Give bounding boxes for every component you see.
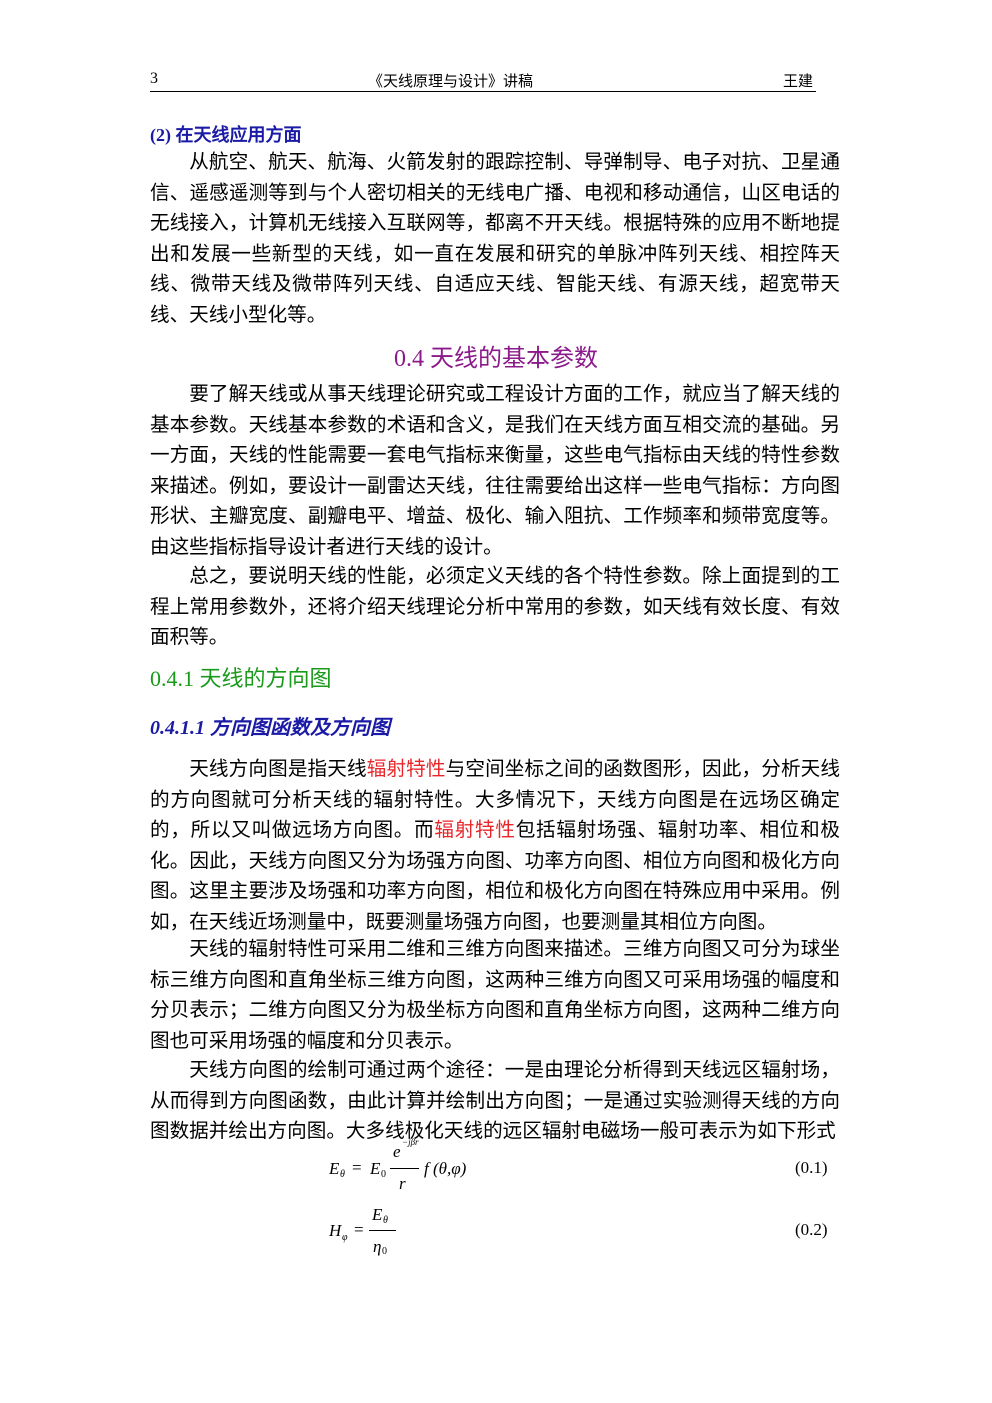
paragraph: 要了解天线或从事天线理论研究或工程设计方面的工作，就应当了解天线的基本参数。天线… — [150, 384, 840, 558]
header-title: 《天线原理与设计》讲稿 — [368, 74, 534, 90]
paragraph: 从航空、航天、航海、火箭发射的跟踪控制、导弹制导、电子对抗、卫星通信、遥感遥测等… — [150, 152, 840, 326]
math: θ — [340, 1169, 345, 1180]
math: H — [329, 1221, 342, 1240]
math: 0 — [381, 1169, 386, 1180]
header-rule — [150, 91, 816, 92]
paragraph: 天线方向图是指天线辐射特性与空间坐标之间的函数图形，因此，分析天线的方向图就可分… — [150, 755, 840, 939]
math: E — [370, 1159, 381, 1178]
math: 0 — [382, 1246, 387, 1257]
fraction-bar — [369, 1230, 396, 1231]
paragraph: 天线方向图的绘制可通过两个途径：一是由理论分析得到天线远区辐射场，从而得到方向图… — [150, 1060, 840, 1143]
equation-number: (0.1) — [795, 1158, 828, 1177]
math: θ — [383, 1215, 388, 1226]
math: e — [393, 1142, 401, 1161]
page-number: 3 — [150, 70, 158, 87]
math: r — [399, 1174, 406, 1193]
math: f (θ,φ) — [424, 1159, 467, 1178]
paragraph: 天线的辐射特性可采用二维和三维方向图来描述。三维方向图又可分为球坐标三维方向图和… — [150, 939, 840, 1052]
paragraph: 总之，要说明天线的性能，必须定义天线的各个特性参数。除上面提到的工程上常用参数外… — [150, 566, 840, 649]
math: −jβr — [402, 1137, 419, 1147]
highlight: 辐射特性 — [366, 759, 446, 780]
section-heading: 0.4 天线的基本参数 — [394, 346, 598, 372]
math: E — [372, 1205, 383, 1224]
fraction-bar — [390, 1168, 419, 1169]
text: 包括辐射场强、辐射功率、相位和极化。因此，天线方向图又分为场强方向图、功率方向图… — [150, 820, 841, 933]
subsection-heading: 0.4.1 天线的方向图 — [150, 666, 332, 691]
header-author: 王建 — [783, 74, 814, 90]
text: 与空间坐标之间的函数图形，因此，分析天线的方向图就可分析天线的辐射特性。大多情况… — [150, 759, 841, 842]
equation-number: (0.2) — [795, 1220, 828, 1239]
math: φ — [342, 1232, 348, 1243]
subsubsection-heading: 0.4.1.1 方向图函数及方向图 — [150, 717, 390, 739]
math: η — [373, 1237, 382, 1256]
math: = — [352, 1158, 362, 1177]
text: 天线方向图是指天线 — [189, 759, 367, 780]
highlight: 辐射特性 — [434, 820, 516, 842]
section-heading: (2) 在天线应用方面 — [150, 125, 302, 145]
math: E — [329, 1159, 340, 1178]
math: = — [354, 1220, 364, 1239]
